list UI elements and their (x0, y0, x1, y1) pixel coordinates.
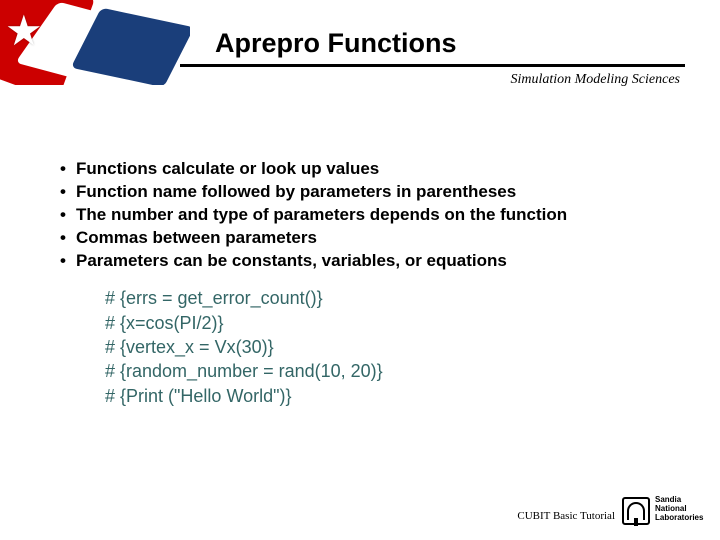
bullet-item: Functions calculate or look up values (60, 158, 670, 180)
slide-title: Aprepro Functions (215, 28, 457, 59)
code-block: # {errs = get_error_count()} # {x=cos(PI… (105, 286, 670, 407)
bullet-item: Commas between parameters (60, 227, 670, 249)
code-line: # {vertex_x = Vx(30)} (105, 335, 670, 359)
bullet-list: Functions calculate or look up values Fu… (60, 158, 670, 272)
content-area: Functions calculate or look up values Fu… (60, 158, 670, 408)
bullet-item: The number and type of parameters depend… (60, 204, 670, 226)
logo-icon (622, 497, 650, 525)
code-line: # {errs = get_error_count()} (105, 286, 670, 310)
corner-decoration: ★ (0, 0, 190, 85)
bullet-item: Function name followed by parameters in … (60, 181, 670, 203)
title-underline (180, 64, 685, 67)
slide-subtitle: Simulation Modeling Sciences (510, 72, 680, 88)
code-line: # {x=cos(PI/2)} (105, 311, 670, 335)
star-icon: ★ (5, 6, 43, 55)
code-line: # {random_number = rand(10, 20)} (105, 359, 670, 383)
bullet-item: Parameters can be constants, variables, … (60, 250, 670, 272)
sandia-logo: SandiaNationalLaboratories (622, 492, 702, 532)
footer-text: CUBIT Basic Tutorial (517, 510, 615, 522)
logo-text: SandiaNationalLaboratories (655, 496, 703, 522)
code-line: # {Print ("Hello World")} (105, 384, 670, 408)
